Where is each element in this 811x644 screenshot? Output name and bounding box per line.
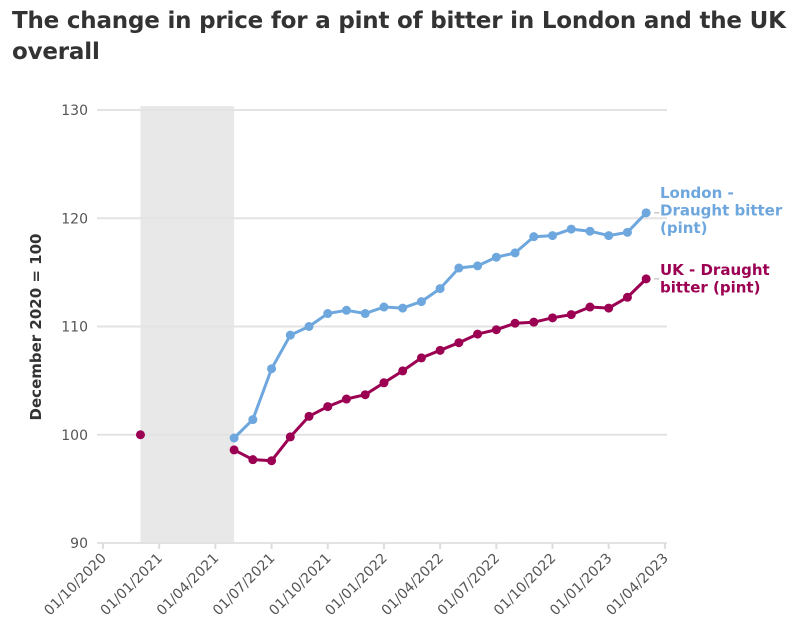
data-point [416,353,426,363]
data-point [604,231,614,241]
data-point [529,232,539,242]
y-tick-label: 100 [61,428,88,444]
shaded-period [140,106,235,543]
data-point [566,310,576,320]
data-point [379,378,389,388]
data-point [285,330,295,340]
data-point [566,224,576,234]
data-point [341,394,351,404]
data-point [548,231,558,241]
data-point [641,208,651,218]
data-point [341,305,351,315]
y-tick-label: 120 [61,211,88,227]
data-point [454,263,464,273]
data-point [360,390,370,400]
data-point [360,309,370,319]
data-point [510,248,520,258]
data-point [548,313,558,323]
y-tick-label: 90 [70,536,88,552]
series-line-0 [233,211,648,440]
data-point [304,411,314,421]
data-point [435,345,445,355]
data-point [323,402,333,412]
y-tick-label: 130 [61,103,88,119]
series-label: UK - Draught [660,261,770,279]
data-point [641,274,651,284]
data-point [398,303,408,313]
data-point [229,445,239,455]
data-point [398,366,408,376]
series-label: bitter (pint) [660,278,760,296]
data-point [267,364,277,374]
data-point [323,309,333,319]
data-point [473,329,483,339]
y-tick-label: 110 [61,320,88,336]
data-point [379,302,389,312]
data-point [416,297,426,307]
data-point [135,430,145,440]
data-point [304,322,314,331]
data-point [267,456,277,466]
series-label: (pint) [660,219,707,237]
series-label: Draught bitter [660,201,783,219]
data-point [248,455,258,465]
data-point [248,415,258,425]
data-point [435,284,445,294]
data-point [454,338,464,348]
data-point [510,318,520,328]
data-point [622,227,632,237]
data-point [491,325,501,335]
data-point [622,292,632,302]
series-label: London - [660,184,734,202]
chart-title: The change in price for a pint of bitter… [12,8,786,65]
data-point [529,317,539,327]
data-point [229,433,239,443]
data-point [473,261,483,271]
data-point [585,302,595,312]
data-point [604,303,614,313]
data-point [285,432,295,442]
data-point [491,252,501,262]
y-axis-label: December 2020 = 100 [27,234,45,421]
data-point [585,226,595,236]
series-line-1 [233,277,648,463]
